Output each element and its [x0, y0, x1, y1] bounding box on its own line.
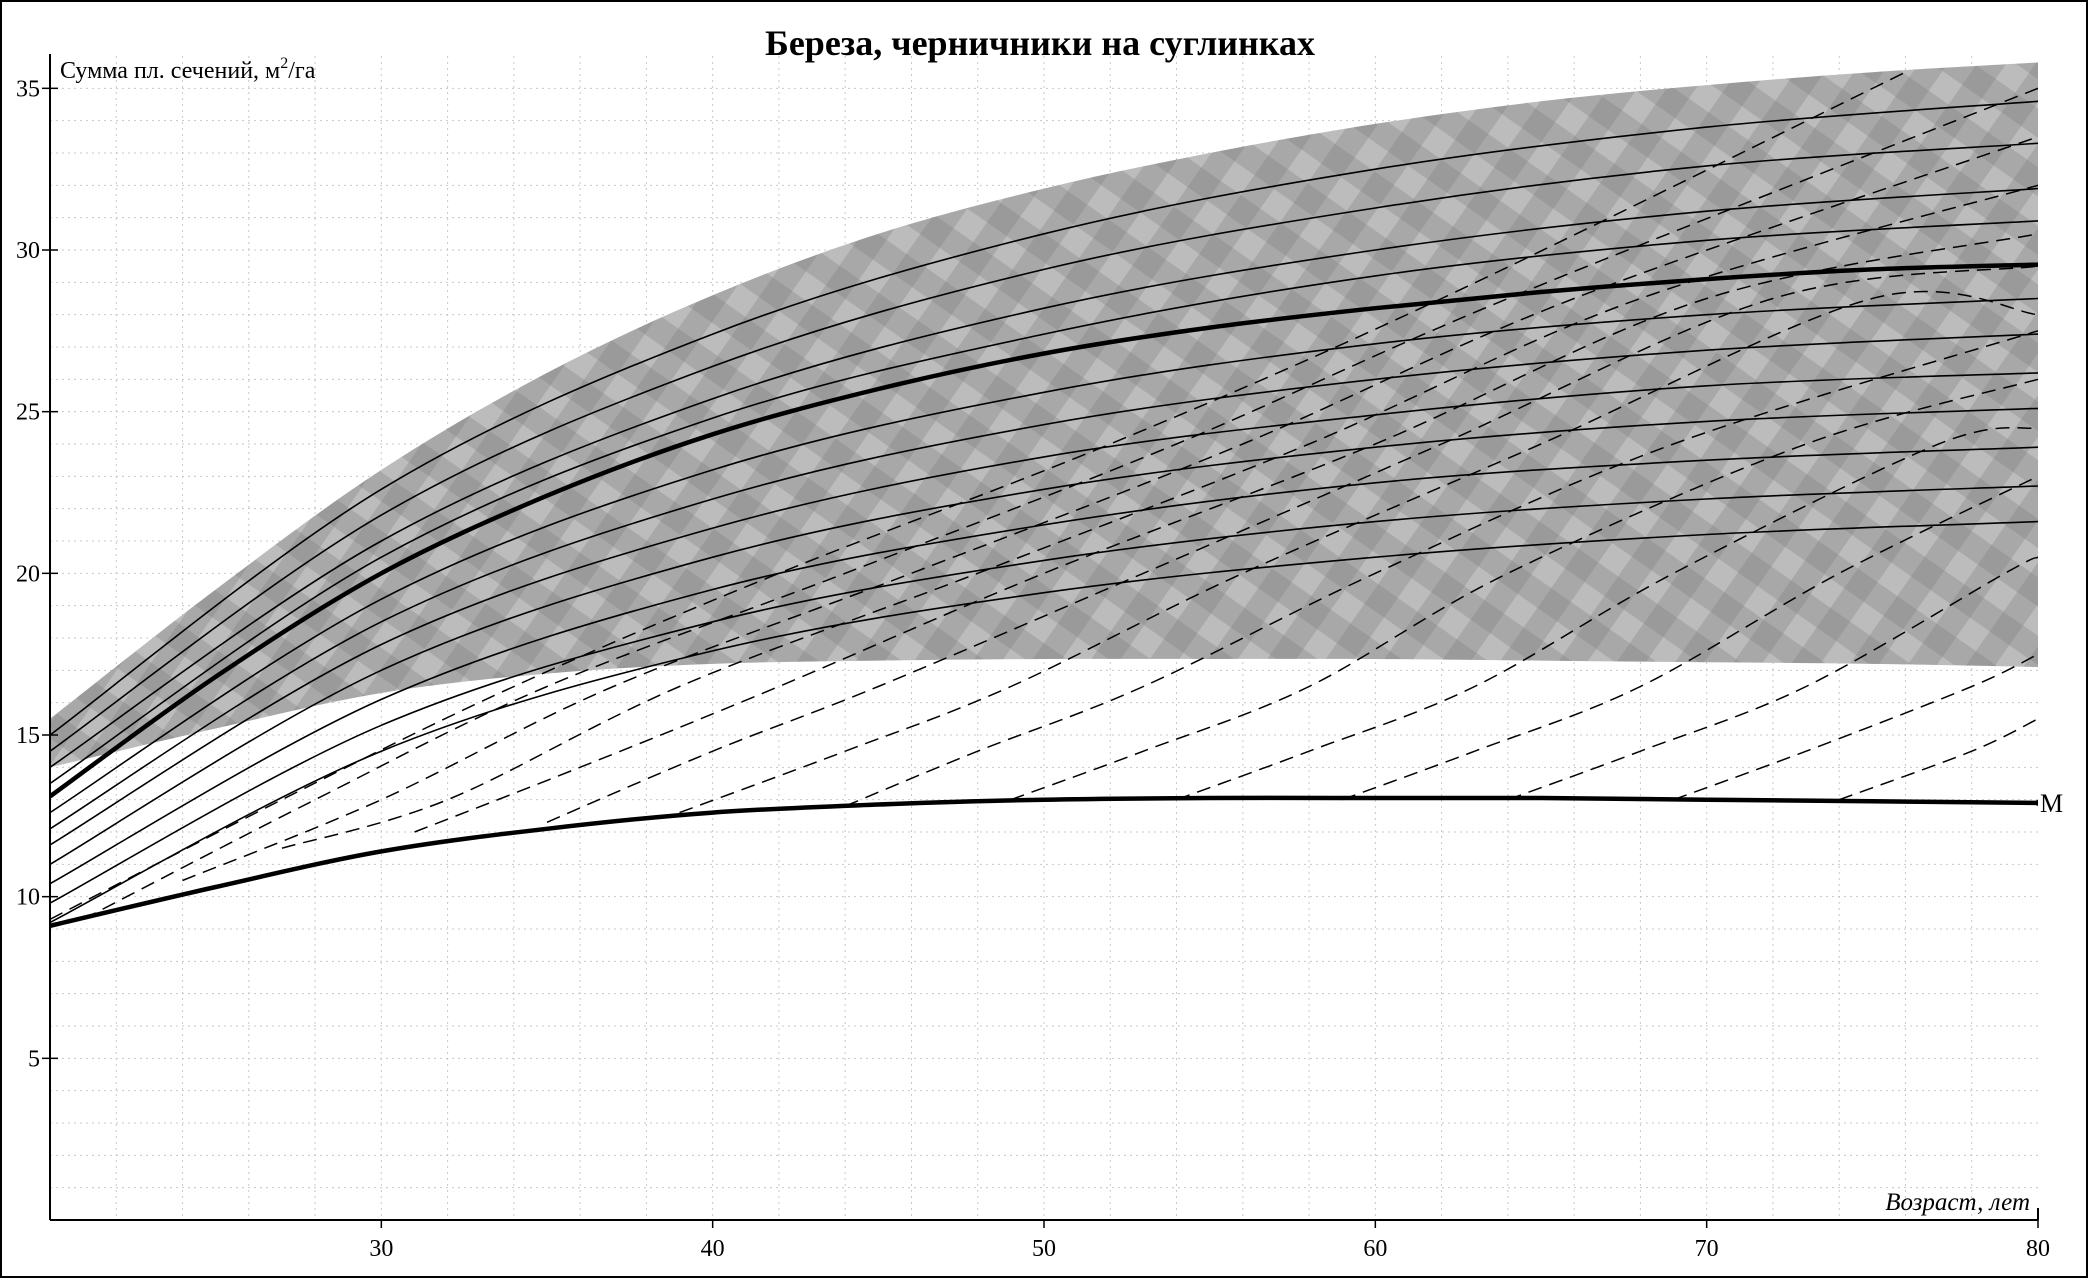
- chart-title: Береза, черничники на суглинках: [765, 23, 1315, 63]
- tick-labels: 30 40 50 60 70 80 5 10 15 20 25 30 35: [16, 76, 2050, 1262]
- x-axis-label: Возраст, лет: [1885, 1189, 2030, 1216]
- dashed-curve: [546, 265, 2038, 823]
- solid-curves-group: [50, 100, 2038, 924]
- dashed-curve: [1673, 653, 2038, 801]
- solid-curve: [50, 297, 2038, 814]
- y-tick-label: 20: [16, 561, 40, 587]
- dashed-curve: [281, 184, 2038, 849]
- main-curves-group: [50, 262, 2038, 928]
- min-curve: [50, 795, 2038, 928]
- solid-curve: [50, 446, 2038, 885]
- y-axis-label-main: Сумма пл. сечений, м: [60, 58, 280, 84]
- solid-curve: [50, 142, 2038, 752]
- dashed-curve: [1010, 378, 2038, 801]
- dashed-curve: [1838, 718, 2038, 801]
- dashed-curve: [679, 290, 2038, 814]
- x-tick-label: 50: [1032, 1236, 1056, 1262]
- y-tick-label: 30: [16, 238, 40, 264]
- dashed-curve: [50, 71, 1906, 920]
- dashed-curve: [182, 136, 2038, 882]
- dashed-curve: [414, 233, 2038, 833]
- shaded-band: [50, 62, 2038, 768]
- y-tick-label: 15: [16, 723, 40, 749]
- main-curve: [50, 262, 2038, 799]
- y-axis-label-tail: /га: [288, 58, 316, 84]
- solid-curve: [50, 333, 2038, 830]
- dashed-curve: [844, 330, 2038, 807]
- dashed-curve: [1507, 556, 2038, 801]
- dashed-curve: [82, 87, 2038, 920]
- y-tick-label: 10: [16, 885, 40, 911]
- y-axis-label: Сумма пл. сечений, м2/га: [60, 55, 316, 84]
- x-tick-label: 40: [701, 1236, 725, 1262]
- y-tick-label: 35: [16, 76, 40, 102]
- solid-curve: [50, 187, 2038, 768]
- y-tick-label: 5: [28, 1046, 40, 1072]
- x-tick-label: 30: [369, 1236, 393, 1262]
- dashed-curves-group: [50, 71, 2038, 920]
- y-axis-label-sup: 2: [280, 55, 288, 72]
- min-curve-label: М: [2040, 789, 2063, 818]
- dashed-curve: [1341, 475, 2038, 801]
- solid-curve: [50, 372, 2038, 846]
- x-tick-label: 70: [1695, 1236, 1719, 1262]
- min-curve-end-dot: [2035, 799, 2038, 806]
- solid-curve: [50, 520, 2038, 924]
- dashed-curve: [1176, 426, 2038, 801]
- shaded-band-group: [50, 62, 2038, 768]
- x-tick-label: 80: [2026, 1236, 2050, 1262]
- solid-curve: [50, 220, 2038, 785]
- solid-curve: [50, 485, 2038, 904]
- y-tick-label: 25: [16, 400, 40, 426]
- x-tick-label: 60: [1363, 1236, 1387, 1262]
- solid-curve: [50, 100, 2038, 736]
- solid-curve: [50, 407, 2038, 865]
